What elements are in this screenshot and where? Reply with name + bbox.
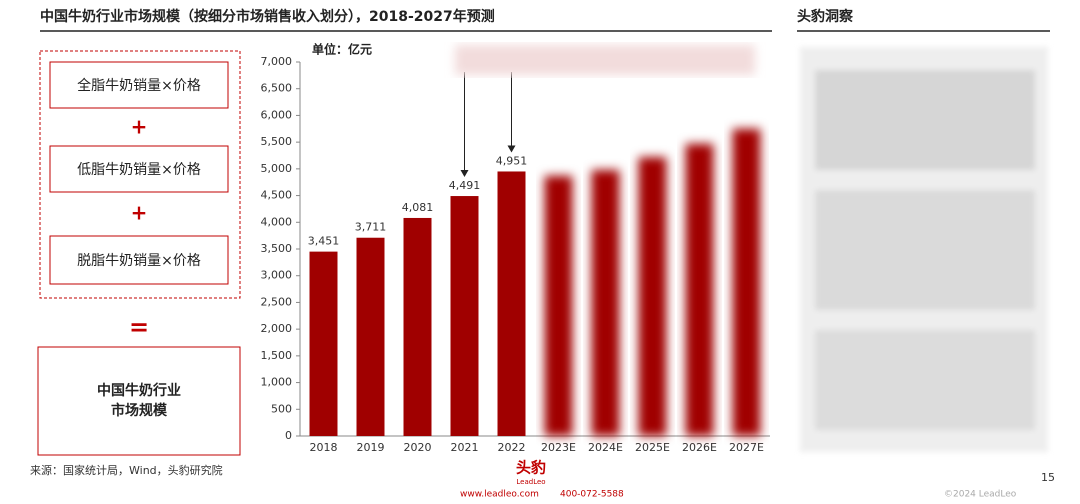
x-tick-label: 2023E [541, 441, 576, 454]
y-tick-label: 500 [271, 402, 292, 415]
logo-sub: LeadLeo [516, 478, 545, 486]
result-box [37, 346, 241, 456]
insight-panel [800, 47, 1048, 452]
x-tick-label: 2025E [635, 441, 670, 454]
page-number: 15 [1041, 471, 1055, 484]
x-tick-label: 2021 [451, 441, 479, 454]
y-tick-label: 5,500 [261, 135, 293, 148]
value-label: 4,081 [402, 201, 434, 214]
bar [497, 171, 526, 436]
y-tick-label: 3,000 [261, 269, 293, 282]
phone: 400-072-5588 [560, 490, 624, 500]
bar [403, 217, 432, 436]
formula-frame [39, 50, 241, 299]
unit-label: 单位：亿元 [312, 42, 372, 57]
arrow-head [460, 170, 469, 178]
equals: = [129, 313, 149, 341]
value-label: 4,491 [449, 179, 481, 192]
bar [356, 237, 385, 436]
plot: 0 500 1,000 1,500 2,000 2,500 3,000 3,500 4,000 4… [261, 45, 770, 454]
insight-title: 头豹洞察 [797, 8, 854, 25]
x-tick-label: 2022 [498, 441, 526, 454]
x-tick-label: 2024E [588, 441, 623, 454]
y-tick-label: 2,000 [261, 322, 293, 335]
website: www.leadleo.com [460, 490, 539, 500]
value-label: 3,451 [308, 235, 340, 248]
formula-item: 低脂牛奶销量×价格 [77, 162, 201, 178]
formula-box [49, 61, 229, 109]
source: 来源：国家统计局，Wind，头豹研究院 [30, 463, 223, 477]
blurred-annotation [455, 45, 755, 75]
bar [591, 169, 620, 436]
y-tick-label: 4,500 [261, 189, 293, 202]
y-tick-label: 2,500 [261, 295, 293, 308]
arrow-head [507, 145, 516, 153]
plus: + [131, 201, 148, 225]
bar [732, 128, 761, 437]
x-tick-label: 2026E [682, 441, 717, 454]
y-tick-label: 6,000 [261, 108, 293, 121]
bar [309, 251, 338, 436]
bar [685, 143, 714, 436]
formula-box [49, 235, 229, 285]
y-tick-label: 4,000 [261, 215, 293, 228]
x-tick-label: 2020 [404, 441, 432, 454]
x-tick-label: 2019 [357, 441, 385, 454]
value-label: 4,951 [496, 154, 528, 167]
value-label: 3,711 [355, 221, 387, 234]
y-tick-label: 7,000 [261, 55, 293, 68]
logo: 头豹 [516, 459, 546, 477]
formula-item: 全脂牛奶销量×价格 [77, 77, 201, 94]
formula-item: 脱脂牛奶销量×价格 [77, 253, 201, 269]
result-text: 市场规模 [111, 402, 168, 419]
y-tick-label: 3,500 [261, 242, 293, 255]
y-tick-label: 5,000 [261, 162, 293, 175]
bar [638, 157, 667, 437]
bar [450, 196, 479, 436]
y-tick-label: 6,500 [261, 82, 293, 95]
plus: + [131, 115, 148, 139]
y-tick-label: 0 [285, 429, 292, 442]
y-tick-label: 1,000 [261, 376, 293, 389]
result-text: 中国牛奶行业 [97, 382, 181, 399]
x-tick-label: 2018 [310, 441, 338, 454]
bar [544, 175, 573, 436]
slide-title: 中国牛奶行业市场规模（按细分市场销售收入划分），2018-2027年预测 [40, 8, 495, 25]
y-tick-label: 1,500 [261, 349, 293, 362]
formula-box [49, 145, 229, 193]
x-tick-label: 2027E [729, 441, 764, 454]
copyright: ©2024 LeadLeo [944, 490, 1017, 500]
